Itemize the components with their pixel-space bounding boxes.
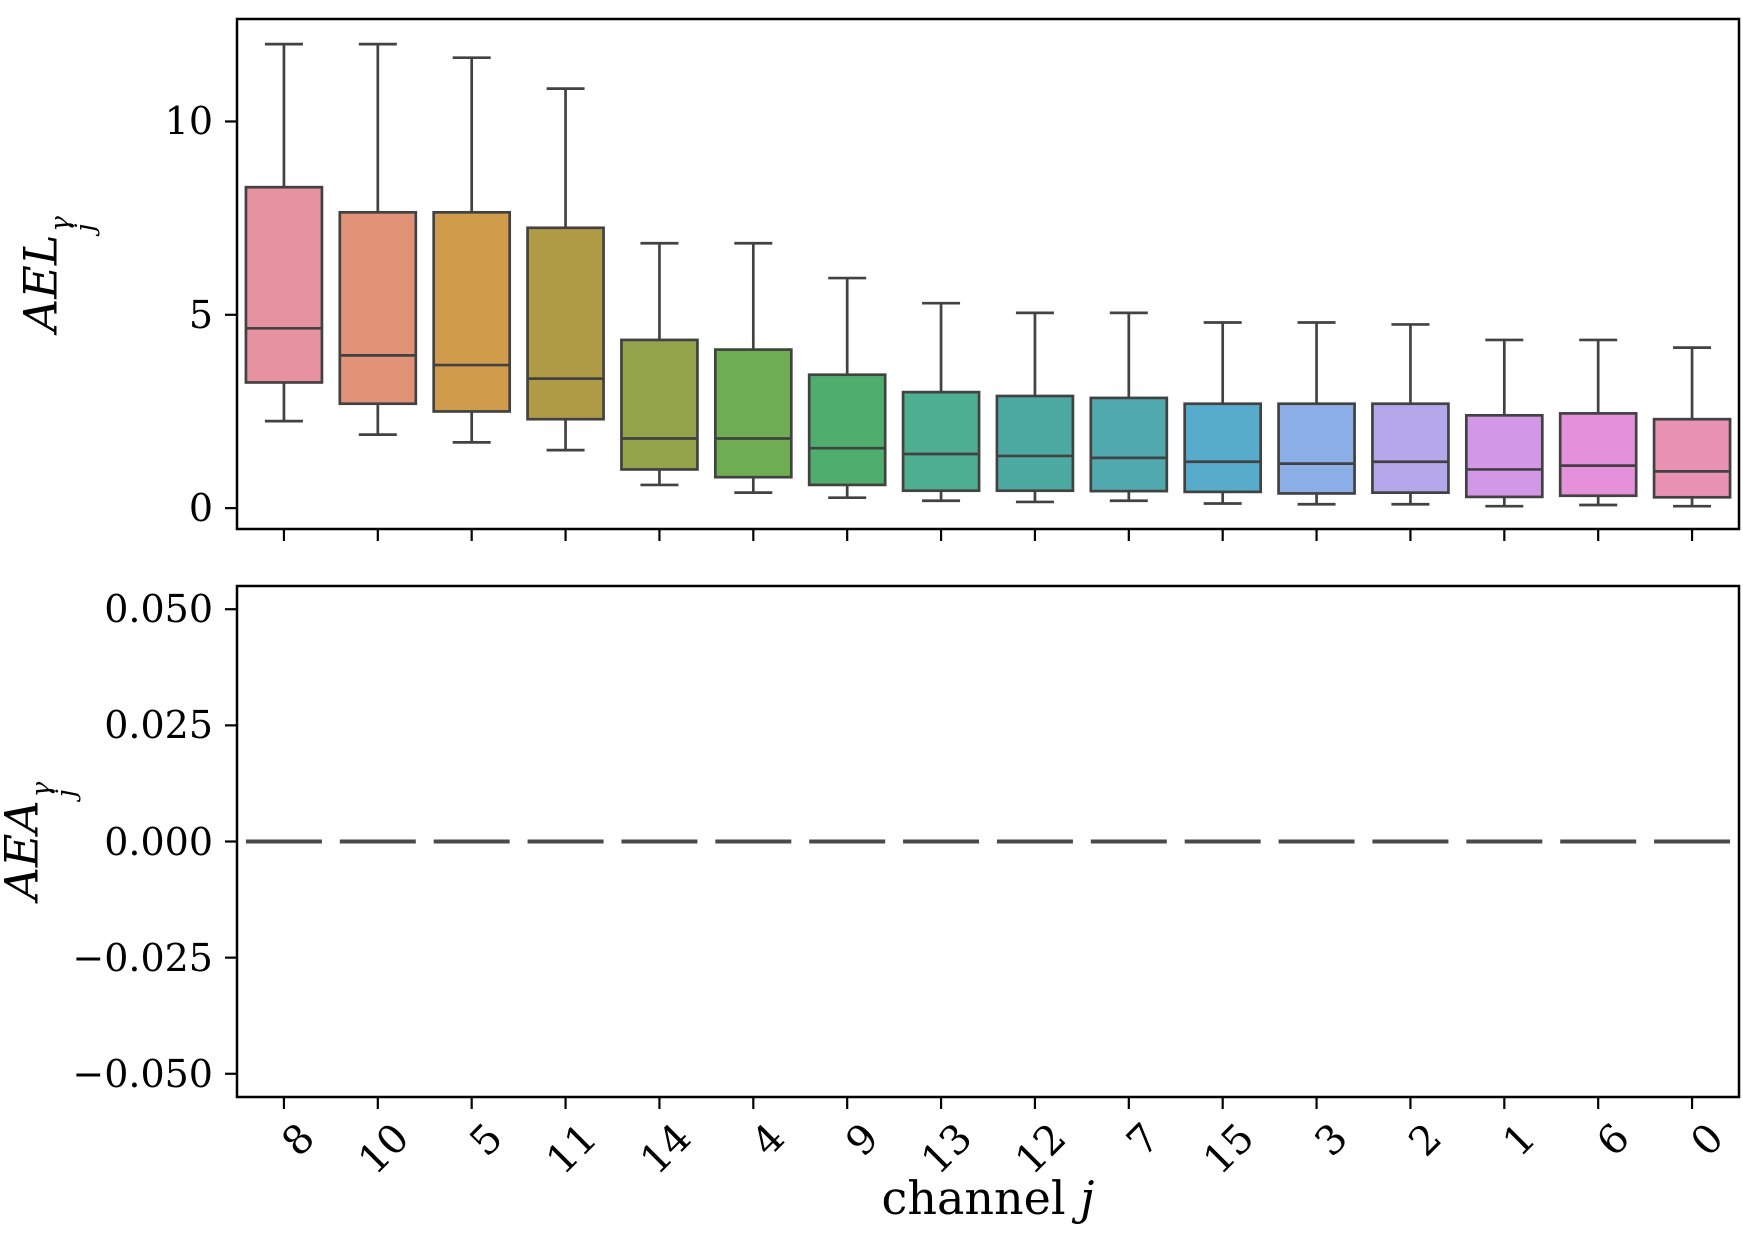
top-subplot bbox=[225, 17, 1741, 541]
iqr-box bbox=[901, 390, 981, 493]
bottom-y-axis-label-base: AEA bbox=[0, 800, 49, 901]
boxplot-channel-14 bbox=[620, 241, 699, 487]
boxplot-channel-11 bbox=[526, 87, 605, 452]
boxplot-channel-6 bbox=[1558, 338, 1638, 507]
boxplot-channel-7 bbox=[1089, 311, 1169, 503]
iqr-box bbox=[1371, 402, 1450, 495]
bottom-subplot bbox=[225, 584, 1741, 1109]
bottom-y-axis-label-sub: j bbox=[51, 789, 82, 798]
iqr-box bbox=[1558, 412, 1638, 498]
iqr-box bbox=[244, 185, 324, 384]
iqr-box bbox=[432, 210, 512, 413]
x-axis-label: channel j bbox=[882, 1172, 1095, 1224]
iqr-box bbox=[1652, 417, 1732, 499]
iqr-box bbox=[620, 338, 699, 471]
iqr-box bbox=[713, 348, 793, 479]
iqr-box bbox=[995, 394, 1075, 493]
axes-frame bbox=[235, 17, 1741, 531]
boxplot-channel-2 bbox=[1371, 323, 1450, 506]
iqr-box bbox=[1464, 413, 1544, 499]
x-axis-label-text: channel bbox=[881, 1171, 1081, 1225]
top-y-axis-label-sup: γ bbox=[45, 216, 76, 232]
iqr-box bbox=[526, 226, 605, 421]
boxplot-channel-15 bbox=[1183, 321, 1263, 505]
top-y-axis-label-base: AEL bbox=[13, 234, 68, 332]
boxplot-channel-3 bbox=[1277, 321, 1356, 506]
boxplot-channel-5 bbox=[432, 56, 512, 444]
boxplot-channel-13 bbox=[901, 301, 981, 503]
iqr-box bbox=[807, 373, 887, 487]
boxplot-channel-9 bbox=[807, 276, 887, 500]
x-axis-label-variable: j bbox=[1080, 1171, 1095, 1225]
top-y-axis-label: AEL γ j bbox=[13, 216, 101, 332]
boxplot-channel-0 bbox=[1652, 346, 1732, 508]
boxplot-channel-1 bbox=[1464, 338, 1544, 508]
iqr-box bbox=[1277, 402, 1356, 495]
boxplot-channel-8 bbox=[244, 42, 324, 423]
iqr-box bbox=[338, 210, 418, 406]
boxplot-channel-4 bbox=[713, 241, 793, 495]
boxplot-channel-12 bbox=[995, 311, 1075, 504]
iqr-box bbox=[1183, 402, 1263, 494]
boxplot-channel-10 bbox=[338, 42, 418, 437]
top-y-axis-label-sub: j bbox=[70, 223, 101, 232]
iqr-box bbox=[1089, 396, 1169, 493]
bottom-y-axis-label-sup: γ bbox=[26, 781, 57, 798]
bottom-y-axis-label: AEA γ j bbox=[0, 781, 82, 901]
